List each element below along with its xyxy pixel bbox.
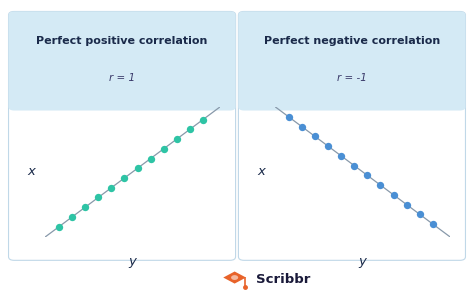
FancyBboxPatch shape [238, 11, 465, 111]
Point [160, 146, 167, 151]
Point [403, 202, 410, 207]
Ellipse shape [231, 275, 238, 280]
Text: Perfect positive correlation: Perfect positive correlation [36, 36, 208, 46]
FancyBboxPatch shape [9, 11, 236, 111]
FancyBboxPatch shape [238, 11, 465, 260]
Point [324, 144, 332, 149]
Point [55, 224, 63, 229]
Point [416, 212, 423, 217]
Text: y: y [129, 255, 137, 268]
Point [337, 153, 345, 158]
Point [199, 117, 207, 122]
Point [311, 134, 319, 139]
Point [390, 192, 397, 197]
Text: r = 1: r = 1 [109, 72, 135, 82]
Bar [244, 61, 460, 107]
Point [147, 156, 155, 161]
Text: y: y [359, 255, 366, 268]
Point [364, 173, 371, 178]
Text: r = -1: r = -1 [337, 72, 367, 82]
Point [285, 115, 293, 120]
Point [108, 185, 115, 190]
Polygon shape [223, 271, 246, 284]
Point [173, 137, 181, 142]
Bar [14, 61, 230, 107]
Point [68, 214, 76, 219]
Text: x: x [257, 165, 265, 178]
Point [298, 124, 306, 129]
Point [121, 175, 128, 180]
Point [186, 127, 193, 132]
Point [351, 163, 358, 168]
Point [377, 183, 384, 188]
Point [94, 195, 102, 200]
Text: Scribbr: Scribbr [256, 273, 310, 286]
FancyBboxPatch shape [9, 11, 236, 260]
Text: x: x [27, 165, 35, 178]
Point [134, 166, 141, 171]
Point [429, 222, 437, 226]
Point [82, 205, 89, 210]
Text: Perfect negative correlation: Perfect negative correlation [264, 36, 440, 46]
